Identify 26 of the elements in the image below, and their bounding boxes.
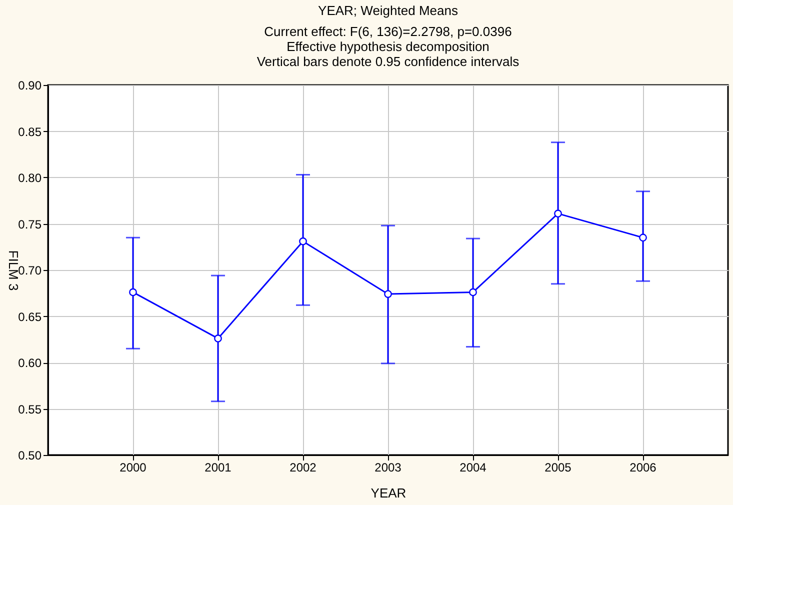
y-tick-label: 0.75 — [18, 217, 42, 232]
x-tick-label: 2000 — [120, 460, 147, 474]
y-tick-label: 0.90 — [18, 78, 42, 92]
chart-title: YEAR; Weighted Means — [318, 3, 458, 18]
y-tick-label: 0.50 — [18, 448, 42, 462]
x-axis-title: YEAR — [370, 486, 406, 500]
point — [554, 210, 562, 218]
y-tick-label: 0.60 — [18, 356, 42, 370]
point — [299, 237, 307, 246]
y-tick-label: 0.70 — [18, 264, 42, 278]
point — [639, 234, 647, 242]
chart-subtitle: Current effect: F(6, 136)=2.2798, p=0.0396 Effective hypothesis decomposition Vertical bars denote 0.95 confidence intervals — [256, 24, 520, 69]
x-tick-label: 2002 — [290, 460, 317, 474]
point — [384, 290, 392, 298]
x-tick-label: 2001 — [204, 460, 232, 474]
x-tick-label: 2003 — [374, 460, 402, 474]
point — [214, 334, 222, 342]
y-tick-label: 0.80 — [18, 171, 42, 185]
y-tick-label: 0.55 — [18, 402, 42, 416]
y-tick-label: 0.85 — [18, 124, 42, 139]
x-tick-label: 2006 — [630, 460, 657, 474]
point — [469, 288, 477, 296]
point — [129, 288, 137, 296]
x-tick-label: 2004 — [460, 460, 487, 474]
x-tick-label: 2005 — [544, 460, 572, 474]
y-tick-label: 0.65 — [18, 310, 42, 324]
